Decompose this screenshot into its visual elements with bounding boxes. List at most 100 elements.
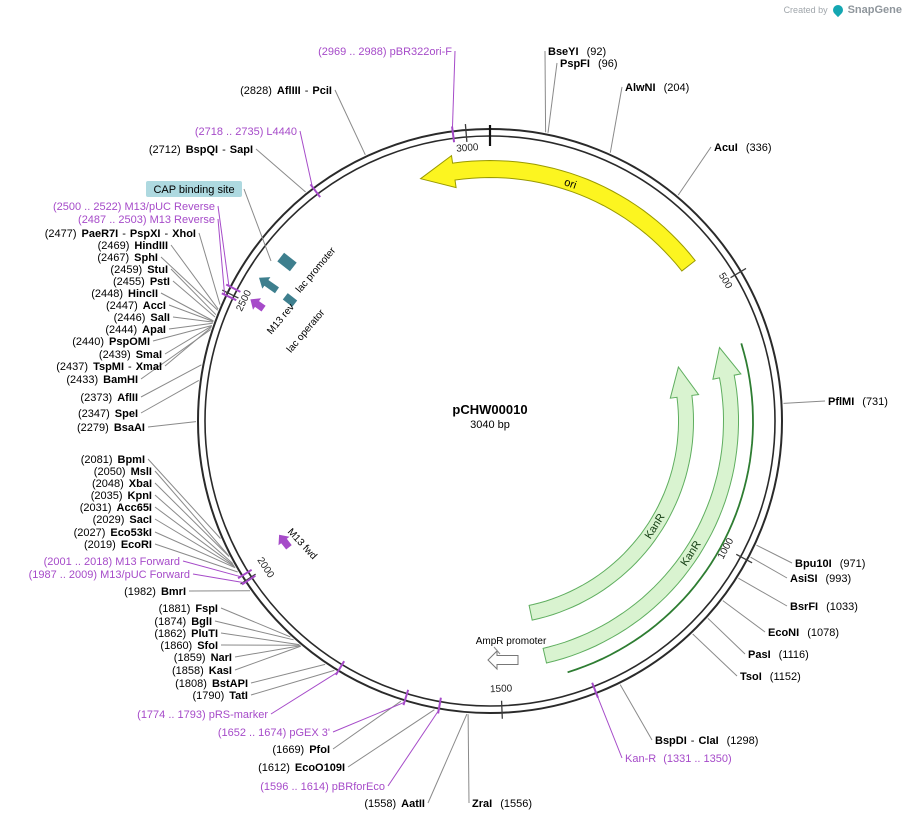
site-label-apai[interactable]: (2444) ApaI bbox=[105, 324, 166, 336]
ampr-promoter-label[interactable]: AmpR promoter bbox=[476, 636, 547, 647]
site-label-kpni[interactable]: (2035) KpnI bbox=[91, 490, 152, 502]
site-label-2969-2988-pbr322ori-f[interactable]: (2969 .. 2988) pBR322ori-F bbox=[318, 46, 452, 58]
site-label-fspi[interactable]: (1881) FspI bbox=[159, 603, 218, 615]
plasmid-backbone-outer-ring[interactable] bbox=[197, 128, 783, 714]
leader-line bbox=[220, 632, 300, 646]
site-label-aflii[interactable]: (2373) AflII bbox=[80, 392, 138, 404]
site-label-bseyi[interactable]: BseYI (92) bbox=[548, 46, 606, 58]
site-label-tsoi[interactable]: TsoI (1152) bbox=[740, 671, 801, 683]
leader-line bbox=[172, 280, 216, 318]
leader-line bbox=[544, 50, 547, 133]
site-label-hincii[interactable]: (2448) HincII bbox=[91, 288, 158, 300]
site-label-2500-2522-m13-puc-reverse[interactable]: (2500 .. 2522) M13/pUC Reverse bbox=[53, 201, 215, 213]
site-label-msli[interactable]: (2050) MslI bbox=[94, 466, 152, 478]
site-label-econi[interactable]: EcoNI (1078) bbox=[768, 627, 839, 639]
site-label-alwni[interactable]: AlwNI (204) bbox=[625, 82, 689, 94]
site-label-pasi[interactable]: PasI (1116) bbox=[748, 649, 809, 661]
feature-label-ori-arc[interactable]: ori bbox=[563, 176, 578, 191]
site-label-zrai[interactable]: ZraI (1556) bbox=[472, 798, 532, 810]
site-label-pspomi[interactable]: (2440) PspOMI bbox=[72, 336, 150, 348]
leader-line bbox=[154, 543, 238, 573]
cap-binding-site-label[interactable]: CAP binding site bbox=[153, 184, 234, 196]
site-label-bamhi[interactable]: (2433) BamHI bbox=[66, 374, 138, 386]
feature-kanr-gene[interactable] bbox=[542, 346, 742, 664]
site-label-acci[interactable]: (2447) AccI bbox=[106, 300, 166, 312]
site-label-aatii[interactable]: (1558) AatII bbox=[364, 798, 425, 810]
scale-tick bbox=[500, 700, 503, 719]
leader-line bbox=[347, 709, 435, 768]
feature-kanr-outline-arc[interactable] bbox=[567, 343, 754, 674]
leader-line bbox=[738, 577, 788, 607]
scale-tick bbox=[221, 289, 239, 299]
site-label-stui[interactable]: (2459) StuI bbox=[110, 264, 168, 276]
site-label-hindiii[interactable]: (2469) HindIII bbox=[98, 240, 168, 252]
site-label-bsaai[interactable]: (2279) BsaAI bbox=[77, 422, 145, 434]
site-label-1652-1674-pgex-3[interactable]: (1652 .. 1674) pGEX 3' bbox=[218, 727, 330, 739]
site-label-saci[interactable]: (2029) SacI bbox=[93, 514, 152, 526]
leader-line bbox=[154, 518, 235, 568]
site-label-1596-1614-pbrforeco[interactable]: (1596 .. 1614) pBRforEco bbox=[260, 781, 385, 793]
site-label-acc65i[interactable]: (2031) Acc65I bbox=[80, 502, 152, 514]
site-label-ecori[interactable]: (2019) EcoRI bbox=[84, 539, 152, 551]
site-label-tspmi-xmai[interactable]: (2437) TspMI - XmaI bbox=[56, 361, 162, 373]
site-label-2001-2018-m13-forward[interactable]: (2001 .. 2018) M13 Forward bbox=[44, 556, 180, 568]
site-label-bgli[interactable]: (1874) BglI bbox=[154, 616, 212, 628]
site-label-1774-1793-prs-marker[interactable]: (1774 .. 1793) pRS-marker bbox=[137, 709, 268, 721]
leader-line bbox=[250, 669, 335, 696]
site-label-pluti[interactable]: (1862) PluTI bbox=[154, 628, 218, 640]
ampr-promoter-leader-line bbox=[493, 646, 501, 655]
site-label-paer7i-pspxi-xhoi[interactable]: (2477) PaeR7I - PspXI - XhoI bbox=[45, 228, 196, 240]
m13-fwd-glyph[interactable] bbox=[278, 534, 292, 550]
site-label-sali[interactable]: (2446) SalI bbox=[114, 312, 170, 324]
feature-ori-arc[interactable] bbox=[419, 154, 696, 272]
site-label-bpmi[interactable]: (2081) BpmI bbox=[81, 454, 145, 466]
lac-promoter-glyph[interactable] bbox=[259, 277, 279, 294]
site-label-afliii-pcii[interactable]: (2828) AflIII - PciI bbox=[240, 85, 332, 97]
site-label-acui[interactable]: AcuI (336) bbox=[714, 142, 772, 154]
cap-binding-site-label-bg[interactable] bbox=[146, 181, 242, 197]
site-label-bspdi-clai[interactable]: BspDI - ClaI (1298) bbox=[655, 735, 758, 747]
lac-promoter-label[interactable]: lac promoter bbox=[294, 245, 339, 295]
site-label-asisi[interactable]: AsiSI (993) bbox=[790, 573, 851, 585]
site-label-pfoi[interactable]: (1669) PfoI bbox=[272, 744, 330, 756]
leader-line bbox=[217, 218, 226, 295]
cap-binding-site-glyph[interactable] bbox=[277, 252, 297, 272]
m13-rev-label[interactable]: M13 rev bbox=[265, 302, 297, 337]
site-label-kasi[interactable]: (1858) KasI bbox=[172, 665, 232, 677]
site-label-bspqi-sapi[interactable]: (2712) BspQI - SapI bbox=[149, 144, 253, 156]
primer-site-tick bbox=[237, 568, 253, 580]
m13-rev-glyph[interactable] bbox=[250, 298, 266, 312]
site-label-bstapi[interactable]: (1808) BstAPI bbox=[175, 678, 248, 690]
scale-tick bbox=[730, 267, 747, 279]
site-label-pflmi[interactable]: PflMI (731) bbox=[828, 396, 888, 408]
site-label-sfoi[interactable]: (1860) SfoI bbox=[160, 640, 218, 652]
leader-line bbox=[270, 671, 338, 715]
primer-site-tick bbox=[241, 574, 256, 586]
site-label-eco53ki[interactable]: (2027) Eco53kI bbox=[74, 527, 152, 539]
site-label-sphi[interactable]: (2467) SphI bbox=[97, 252, 158, 264]
feature-kanr-cds[interactable] bbox=[528, 365, 700, 621]
site-label-1987-2009-m13-puc-forward[interactable]: (1987 .. 2009) M13/pUC Forward bbox=[29, 569, 190, 581]
site-label-kan-r[interactable]: Kan-R (1331 .. 1350) bbox=[625, 753, 732, 765]
site-label-bpu10i[interactable]: Bpu10I (971) bbox=[795, 558, 865, 570]
leader-line bbox=[427, 713, 468, 804]
leader-line bbox=[750, 556, 788, 579]
site-label-psti[interactable]: (2455) PstI bbox=[113, 276, 170, 288]
leader-line bbox=[677, 146, 712, 196]
site-label-ecoo109i[interactable]: (1612) EcoO109I bbox=[258, 762, 345, 774]
site-label-pspfi[interactable]: PspFI (96) bbox=[560, 58, 618, 70]
scale-tick bbox=[735, 553, 753, 564]
site-label-smai[interactable]: (2439) SmaI bbox=[99, 349, 162, 361]
ampr-promoter-glyph[interactable] bbox=[487, 649, 519, 671]
site-label-spei[interactable]: (2347) SpeI bbox=[78, 408, 138, 420]
site-label-nari[interactable]: (1859) NarI bbox=[174, 652, 232, 664]
leader-line bbox=[154, 506, 235, 567]
site-label-bsrfi[interactable]: BsrFI (1033) bbox=[790, 601, 858, 613]
site-label-2487-2503-m13-reverse[interactable]: (2487 .. 2503) M13 Reverse bbox=[78, 214, 215, 226]
site-label-xbai[interactable]: (2048) XbaI bbox=[92, 478, 152, 490]
site-label-bmri[interactable]: (1982) BmrI bbox=[124, 586, 186, 598]
site-label-2718-2735-l4440[interactable]: (2718 .. 2735) L4440 bbox=[195, 126, 297, 138]
leader-line bbox=[154, 470, 229, 556]
lac-operator-glyph[interactable] bbox=[282, 293, 298, 307]
site-label-tati[interactable]: (1790) TatI bbox=[192, 690, 248, 702]
